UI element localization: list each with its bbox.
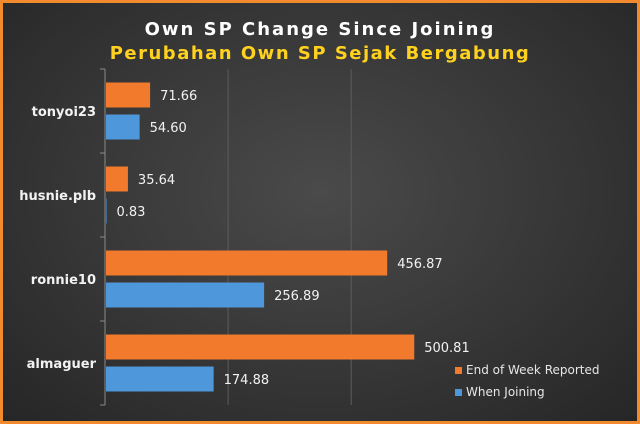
- legend-label-when-joining: When Joining: [466, 385, 545, 399]
- category-label: ronnie10: [31, 273, 96, 288]
- bar-when-joining: [106, 366, 214, 392]
- bar-end-of-week: [106, 334, 415, 360]
- data-label: 500.81: [424, 341, 470, 356]
- bar-when-joining: [106, 282, 265, 308]
- category-label: husnie.plb: [19, 189, 96, 204]
- legend-label-end-of-week: End of Week Reported: [466, 363, 600, 377]
- data-label: 35.64: [138, 173, 175, 188]
- bar-when-joining: [106, 198, 107, 224]
- category-label: tonyoi23: [32, 105, 96, 120]
- chart-title: Own SP Change Since Joining: [144, 19, 496, 40]
- bar-end-of-week: [106, 166, 128, 192]
- category-label: almaguer: [27, 357, 97, 372]
- data-label: 54.60: [150, 121, 187, 136]
- bar-end-of-week: [106, 82, 151, 108]
- chart-subtitle: Perubahan Own SP Sejak Bergabung: [109, 43, 531, 64]
- bar-end-of-week: [106, 250, 388, 276]
- legend-swatch-end-of-week: [455, 367, 462, 374]
- legend-swatch-when-joining: [455, 389, 462, 396]
- bar-when-joining: [106, 114, 140, 140]
- data-label: 456.87: [397, 257, 443, 272]
- data-label: 174.88: [224, 373, 270, 388]
- bar-chart: tonyoi23 71.66 54.60 husnie.plb 35.64 0.83 ron…: [19, 68, 470, 406]
- data-label: 0.83: [117, 205, 146, 220]
- data-label: 256.89: [274, 289, 320, 304]
- data-label: 71.66: [160, 89, 197, 104]
